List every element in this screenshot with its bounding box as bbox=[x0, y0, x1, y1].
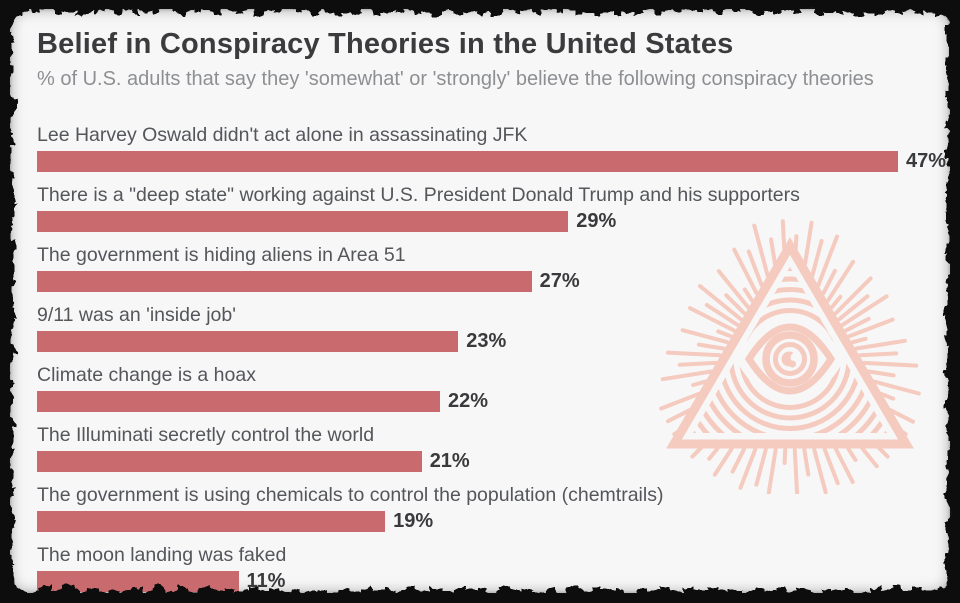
bar-row: Lee Harvey Oswald didn't act alone in as… bbox=[37, 121, 947, 181]
bar bbox=[37, 211, 569, 232]
bar-value-label: 22% bbox=[448, 390, 489, 412]
bar-row: There is a "deep state" working against … bbox=[37, 181, 945, 241]
bar bbox=[37, 151, 898, 172]
bar-value-label: 29% bbox=[576, 210, 617, 232]
bar-category-label: The government is hiding aliens in Area … bbox=[37, 244, 406, 266]
bar-value-label: 21% bbox=[429, 450, 470, 472]
bar-value-label: 47% bbox=[906, 150, 947, 172]
chart-subtitle: % of U.S. adults that say they 'somewhat… bbox=[37, 68, 874, 90]
bar-category-label: Climate change is a hoax bbox=[37, 364, 256, 386]
bar-row: The moon landing was faked 11% bbox=[37, 541, 945, 601]
bar-row: The government is using chemicals to con… bbox=[37, 481, 945, 541]
bar-value-label: 19% bbox=[393, 510, 434, 532]
page-title: Belief in Conspiracy Theories in the Uni… bbox=[37, 28, 734, 60]
bar bbox=[37, 271, 532, 292]
bar bbox=[37, 391, 440, 412]
bar-category-label: The moon landing was faked bbox=[37, 544, 287, 566]
bar-row: The government is hiding aliens in Area … bbox=[37, 241, 945, 301]
bar-value-label: 27% bbox=[539, 270, 580, 292]
bar bbox=[37, 511, 386, 532]
bar-category-label: Lee Harvey Oswald didn't act alone in as… bbox=[37, 124, 528, 146]
bar bbox=[37, 331, 459, 352]
bar-value-label: 23% bbox=[466, 330, 507, 352]
chart-panel: Belief in Conspiracy Theories in the Uni… bbox=[10, 9, 950, 593]
bar-category-label: The Illuminati secretly control the worl… bbox=[37, 424, 375, 446]
bar-row: 9/11 was an 'inside job' 23% bbox=[37, 301, 945, 361]
bar-rows: Lee Harvey Oswald didn't act alone in as… bbox=[37, 121, 947, 601]
bar-value-label: 11% bbox=[246, 570, 286, 592]
bar-category-label: 9/11 was an 'inside job' bbox=[37, 304, 236, 326]
bar-category-label: The government is using chemicals to con… bbox=[37, 484, 664, 506]
bar-row: Climate change is a hoax 22% bbox=[37, 361, 945, 421]
bar bbox=[37, 451, 422, 472]
bar-row: The Illuminati secretly control the worl… bbox=[37, 421, 945, 481]
bar-category-label: There is a "deep state" working against … bbox=[37, 184, 800, 206]
bar bbox=[37, 571, 239, 592]
chart-content: Belief in Conspiracy Theories in the Uni… bbox=[37, 9, 946, 593]
